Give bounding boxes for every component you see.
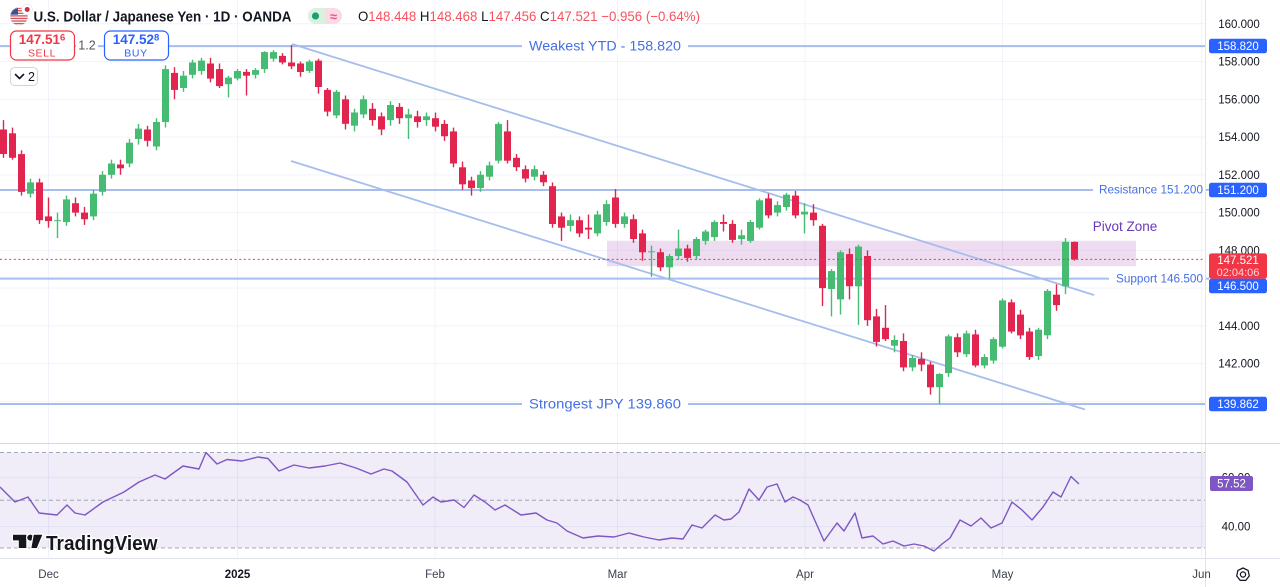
svg-text:O148.448 H148.468 L147.456 C14: O148.448 H148.468 L147.456 C147.521 −0.9… — [358, 8, 700, 24]
svg-text:U.S. Dollar / Japanese Yen · 1: U.S. Dollar / Japanese Yen · 1D · OANDA — [34, 10, 292, 26]
svg-text:147.516: 147.516 — [19, 32, 66, 47]
svg-text:Mar: Mar — [608, 569, 628, 581]
svg-text:158.000: 158.000 — [1218, 57, 1260, 69]
svg-text:154.000: 154.000 — [1218, 132, 1260, 144]
svg-text:160.000: 160.000 — [1218, 19, 1260, 31]
svg-text:Pivot Zone: Pivot Zone — [1093, 219, 1158, 234]
svg-text:02:04:06: 02:04:06 — [1217, 267, 1260, 279]
svg-text:≈: ≈ — [330, 9, 337, 24]
svg-text:139.862: 139.862 — [1217, 399, 1259, 411]
svg-text:Jun: Jun — [1192, 569, 1211, 581]
svg-text:Dec: Dec — [38, 569, 59, 581]
svg-text:151.200: 151.200 — [1217, 185, 1259, 197]
svg-text:Feb: Feb — [425, 569, 445, 581]
svg-text:40.00: 40.00 — [1222, 522, 1251, 534]
svg-text:57.52: 57.52 — [1217, 479, 1246, 491]
svg-text:147.521: 147.521 — [1217, 255, 1259, 267]
svg-text:144.000: 144.000 — [1218, 321, 1260, 333]
svg-text:Resistance 151.200: Resistance 151.200 — [1099, 183, 1203, 197]
svg-text:Apr: Apr — [796, 569, 814, 581]
svg-text:Strongest JPY 139.860: Strongest JPY 139.860 — [529, 397, 681, 412]
svg-text:BUY: BUY — [124, 48, 147, 60]
svg-text:148.000: 148.000 — [1218, 245, 1260, 257]
svg-text:Support 146.500: Support 146.500 — [1116, 271, 1203, 285]
svg-text:May: May — [992, 569, 1014, 581]
svg-text:1.2: 1.2 — [78, 39, 95, 53]
svg-text:147.528: 147.528 — [113, 32, 160, 47]
svg-text:156.000: 156.000 — [1218, 94, 1260, 106]
svg-text:2: 2 — [28, 70, 35, 84]
svg-text:152.000: 152.000 — [1218, 170, 1260, 182]
svg-text:SELL: SELL — [28, 48, 56, 60]
svg-text:158.820: 158.820 — [1217, 41, 1259, 53]
svg-text:2025: 2025 — [225, 569, 251, 581]
svg-text:150.000: 150.000 — [1218, 208, 1260, 220]
svg-text:146.500: 146.500 — [1217, 281, 1259, 293]
svg-text:TradingView: TradingView — [46, 533, 158, 555]
svg-text:Weakest YTD - 158.820: Weakest YTD - 158.820 — [529, 39, 681, 54]
svg-text:142.000: 142.000 — [1218, 359, 1260, 371]
